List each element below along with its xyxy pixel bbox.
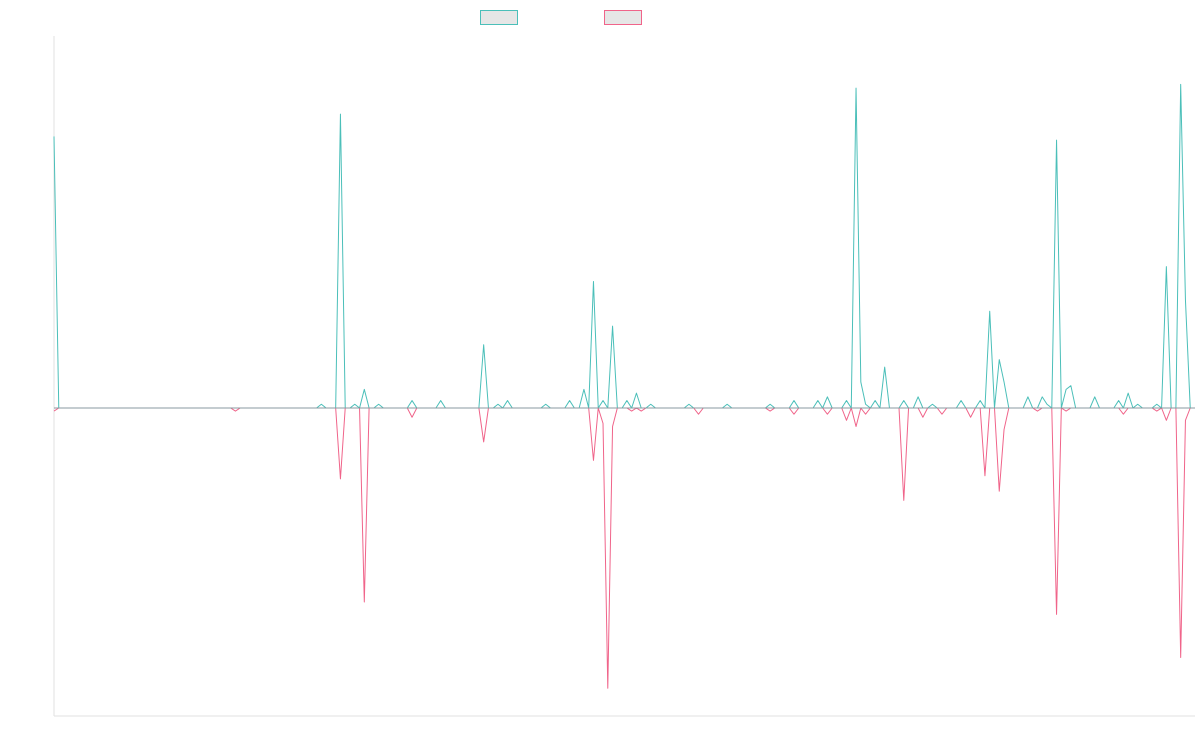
chart-axes	[53, 36, 1195, 717]
chart-series-layer	[53, 83, 1195, 689]
series-line-2[interactable]	[53, 407, 1195, 689]
series-line-1[interactable]	[53, 83, 1195, 409]
legend-swatch-series-2[interactable]	[604, 10, 642, 25]
legend-swatch-series-1[interactable]	[480, 10, 518, 25]
